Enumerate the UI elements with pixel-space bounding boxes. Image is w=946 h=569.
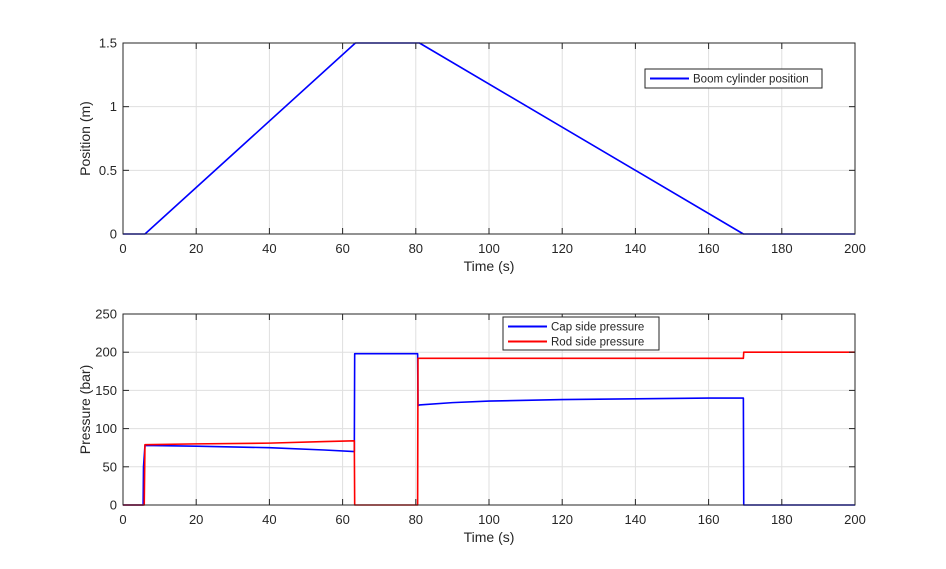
legend: Cap side pressure Rod side pressure xyxy=(502,316,660,351)
x-tick-label: 140 xyxy=(625,512,647,527)
y-tick-label: 50 xyxy=(103,459,117,474)
x-tick-label: 40 xyxy=(262,512,276,527)
y-tick-label: 1 xyxy=(110,99,117,114)
legend-box xyxy=(502,316,660,351)
legend-entry: Boom cylinder position xyxy=(693,74,809,86)
y-axis-label: Pressure (bar) xyxy=(77,365,93,454)
x-tick-label: 200 xyxy=(844,241,866,256)
x-tick-label: 180 xyxy=(771,241,793,256)
legend-entry: Rod side pressure xyxy=(551,337,644,349)
y-tick-label: 0.5 xyxy=(99,163,117,178)
x-tick-label: 160 xyxy=(698,241,720,256)
legend: Boom cylinder position xyxy=(644,68,823,89)
x-tick-label: 100 xyxy=(478,512,500,527)
x-tick-label: 160 xyxy=(698,512,720,527)
x-tick-label: 120 xyxy=(551,241,573,256)
y-axis-label: Position (m) xyxy=(77,101,93,176)
x-axis-label: Time (s) xyxy=(464,258,515,274)
legend-box xyxy=(644,68,823,89)
x-tick-label: 100 xyxy=(478,241,500,256)
y-tick-label: 200 xyxy=(95,345,117,360)
x-tick-label: 40 xyxy=(262,241,276,256)
x-tick-label: 180 xyxy=(771,512,793,527)
position-chart: 0 20 40 60 80 100 120 140 160 180 200 0 0.5 1 1.5 Time … xyxy=(77,36,866,275)
x-tick-label: 0 xyxy=(119,241,126,256)
y-tick-label: 0 xyxy=(110,227,117,242)
x-tick-label: 60 xyxy=(335,512,349,527)
y-tick-label: 150 xyxy=(95,383,117,398)
y-tick-label: 250 xyxy=(95,307,117,322)
x-tick-label: 80 xyxy=(409,241,423,256)
legend-entry: Cap side pressure xyxy=(551,322,644,334)
x-tick-label: 200 xyxy=(844,512,866,527)
x-tick-label: 120 xyxy=(551,512,573,527)
x-tick-label: 80 xyxy=(409,512,423,527)
x-tick-label: 60 xyxy=(335,241,349,256)
x-tick-label: 140 xyxy=(625,241,647,256)
x-axis-label: Time (s) xyxy=(464,529,515,545)
x-tick-label: 20 xyxy=(189,241,203,256)
y-tick-label: 0 xyxy=(110,498,117,513)
pressure-chart: 0 20 40 60 80 100 120 140 160 180 200 0 50 100 150 200 2… xyxy=(77,307,866,546)
x-tick-label: 20 xyxy=(189,512,203,527)
y-tick-label: 1.5 xyxy=(99,36,117,51)
x-tick-label: 0 xyxy=(119,512,126,527)
y-tick-label: 100 xyxy=(95,421,117,436)
